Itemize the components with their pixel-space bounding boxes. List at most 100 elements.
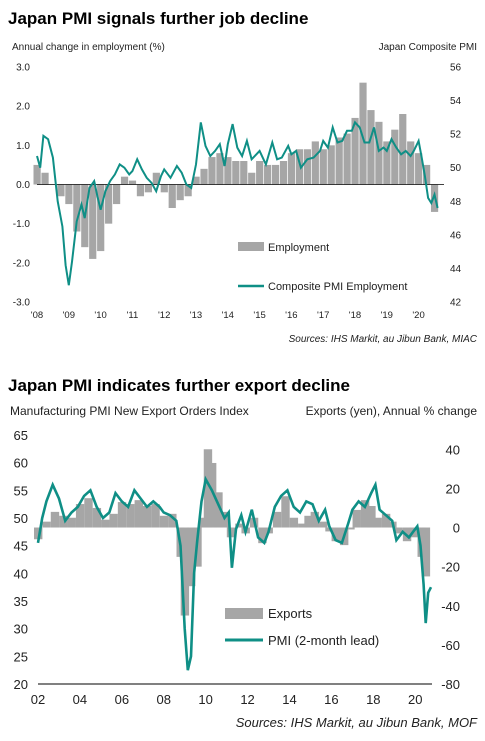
chart-2-right-tick-label: -40 <box>441 599 460 614</box>
chart-2-bar <box>281 496 290 528</box>
chart-1-left-ticks: 3.0 2.0 1.0 0.0 -1.0 -2.0 -3.0 <box>13 63 31 309</box>
chart-1-bar <box>216 153 224 185</box>
chart-2-bar <box>180 527 190 616</box>
chart-2-left-axis-label: Manufacturing PMI New Export Orders Inde… <box>10 404 249 418</box>
chart-1-x-tick-label: '19 <box>381 310 393 321</box>
chart-2-bar <box>235 523 244 528</box>
chart-2-bar <box>126 504 135 528</box>
chart-1-x-tick-label: '11 <box>127 310 139 321</box>
chart-2-bar <box>109 513 118 528</box>
chart-1-x-ticks: '08 '09 '10 '11 '12 '13 '14 '15 '16 '17 '18 '19 '20 <box>31 310 425 321</box>
chart-2-bar <box>272 511 282 528</box>
chart-1-right-tick-label: 42 <box>450 298 462 309</box>
chart-2: Japan PMI indicates further export decli… <box>8 376 478 730</box>
chart-1-pmi-line <box>36 120 439 286</box>
chart-2-bar <box>186 527 196 587</box>
chart-2-left-tick-label: 45 <box>14 539 28 554</box>
chart-1-bar <box>391 129 399 185</box>
chart-2-right-axis-label: Exports (yen), Annual % change <box>306 404 478 418</box>
chart-1-bar <box>120 176 129 185</box>
chart-1-x-tick-label: '12 <box>158 310 170 321</box>
chart-2-x-ticks: 02 04 06 08 10 12 14 16 18 20 <box>31 692 423 707</box>
chart-2-left-tick-label: 25 <box>14 649 28 664</box>
chart-1-bar <box>57 184 65 197</box>
chart-1-x-tick-label: '15 <box>253 310 265 321</box>
chart-1-x-tick-label: '08 <box>31 310 43 321</box>
chart-2-left-tick-label: 35 <box>14 594 28 609</box>
chart-1-left-tick-label: 3.0 <box>16 63 30 74</box>
chart-2-right-tick-label: -20 <box>441 560 460 575</box>
chart-1-right-tick-label: 48 <box>450 197 462 208</box>
chart-2-left-tick-label: 60 <box>14 456 28 471</box>
chart-1-bar <box>136 184 145 197</box>
chart-1-bar <box>192 176 200 185</box>
chart-2-bar <box>319 521 328 528</box>
chart-2-right-tick-label: -80 <box>441 677 460 692</box>
chart-2-bar <box>310 511 320 528</box>
chart-2-source: Sources: IHS Markit, au Jibun Bank, MOF <box>236 715 478 730</box>
chart-1-right-tick-label: 44 <box>450 264 462 275</box>
chart-1-bar <box>359 82 367 185</box>
chart-2-bar <box>421 527 431 577</box>
chart-1-bar <box>383 141 391 185</box>
chart-2-bar <box>304 515 313 528</box>
chart-2-right-tick-label: -60 <box>441 638 460 653</box>
chart-2-x-tick-label: 10 <box>198 692 212 707</box>
chart-1-left-tick-label: 1.0 <box>16 141 30 152</box>
chart-2-x-tick-label: 18 <box>366 692 380 707</box>
chart-1-bar <box>105 184 113 224</box>
chart-2-x-tick-label: 14 <box>282 692 296 707</box>
chart-1-bar <box>271 164 280 185</box>
chart-1-left-tick-label: -3.0 <box>13 298 31 309</box>
chart-1-x-tick-label: '17 <box>317 310 329 321</box>
chart-1-bar <box>367 110 375 185</box>
chart-1-bar <box>279 161 288 185</box>
chart-2-bar <box>151 504 160 528</box>
chart-1-bar <box>65 184 73 205</box>
chart-2-right-tick-label: 0 <box>453 521 460 536</box>
chart-1-left-tick-label: 0.0 <box>16 180 30 191</box>
chart-1-bar <box>208 157 216 185</box>
chart-2-x-tick-label: 12 <box>240 692 254 707</box>
chart-2-bar <box>67 517 76 528</box>
chart-1-legend-employment: Employment <box>268 242 329 254</box>
chart-1-bar <box>311 141 319 185</box>
chart-1-employment-bars <box>33 82 439 259</box>
chart-1-bar <box>351 117 359 185</box>
chart-2-bar <box>59 515 68 528</box>
chart-1-left-axis-label: Annual change in employment (%) <box>12 42 165 53</box>
chart-1-bar <box>423 164 431 185</box>
chart-2-title: Japan PMI indicates further export decli… <box>8 376 350 395</box>
chart-2-bar <box>394 527 403 534</box>
chart-1-bar <box>200 168 208 185</box>
chart-1-left-tick-label: 2.0 <box>16 102 30 113</box>
chart-1-bar <box>327 145 335 185</box>
chart-1-bar <box>176 184 184 201</box>
chart-1-left-tick-label: -2.0 <box>13 258 31 269</box>
chart-1-bar <box>415 153 423 185</box>
chart-1-source: Sources: IHS Markit, au Jibun Bank, MIAC <box>289 334 478 345</box>
chart-2-bar <box>367 506 376 528</box>
chart-1-bar <box>73 184 81 232</box>
chart-2-legend-exports: Exports <box>268 606 313 621</box>
chart-2-bar <box>168 513 177 528</box>
chart-1-bar <box>128 180 137 185</box>
chart-1-bar <box>303 149 311 185</box>
chart-2-bar <box>117 502 127 528</box>
chart-2-bar <box>360 500 370 528</box>
chart-1-bar <box>287 153 296 185</box>
chart-2-left-tick-label: 20 <box>14 677 28 692</box>
chart-1-x-tick-label: '18 <box>349 310 361 321</box>
chart-2-bar <box>298 523 307 528</box>
chart-2-legend-bar-swatch <box>225 608 263 619</box>
chart-2-bar <box>214 492 223 528</box>
chart-2-left-tick-label: 55 <box>14 483 28 498</box>
chart-2-x-tick-label: 02 <box>31 692 45 707</box>
chart-1-bar <box>248 172 256 185</box>
chart-2-left-tick-label: 50 <box>14 511 28 526</box>
chart-2-left-tick-label: 30 <box>14 622 28 637</box>
chart-1-x-tick-label: '09 <box>63 310 75 321</box>
chart-1-bar <box>295 149 304 185</box>
